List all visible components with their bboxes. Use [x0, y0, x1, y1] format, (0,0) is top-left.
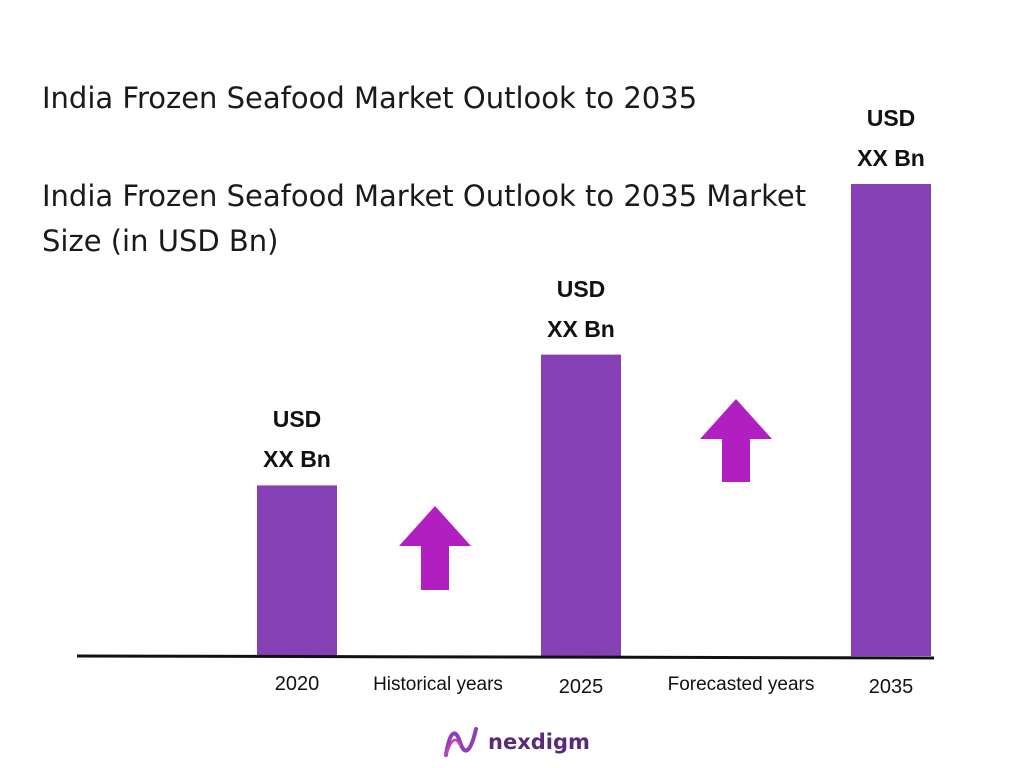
- bar-value-label: USD XX Bn: [821, 98, 961, 178]
- bar-2035: [851, 184, 931, 656]
- forecasted-years-label: Forecasted years: [667, 674, 815, 695]
- bar-value-currency: USD: [556, 275, 606, 302]
- chart-subtitle: India Frozen Seafood Market Outlook to 2…: [42, 179, 807, 258]
- x-axis-line: [76, 654, 935, 660]
- nexdigm-logo-icon: [444, 727, 478, 757]
- nexdigm-logo: nexdigm: [442, 722, 590, 762]
- growth-arrow-icon: [700, 399, 772, 482]
- x-tick-label: 2025: [558, 676, 604, 698]
- bar-value-amount: XX Bn: [547, 315, 615, 342]
- bar-value-label: USD XX Bn: [227, 399, 367, 479]
- bar-2020: [257, 485, 337, 656]
- chart-title: India Frozen Seafood Market Outlook to 2…: [42, 81, 698, 115]
- bar-value-amount: XX Bn: [857, 145, 925, 171]
- x-tick-label: 2035: [868, 676, 914, 698]
- x-tick-label: 2020: [274, 673, 320, 695]
- growth-arrow-icon: [399, 506, 471, 590]
- bar-value-currency: USD: [272, 406, 322, 433]
- bar-value-amount: XX Bn: [263, 446, 331, 473]
- brand-name: nexdigm: [488, 730, 590, 754]
- bar-2025: [541, 354, 621, 656]
- bar-value-currency: USD: [866, 105, 916, 131]
- historical-years-label: Historical years: [373, 674, 503, 695]
- bar-value-label: USD XX Bn: [511, 269, 651, 349]
